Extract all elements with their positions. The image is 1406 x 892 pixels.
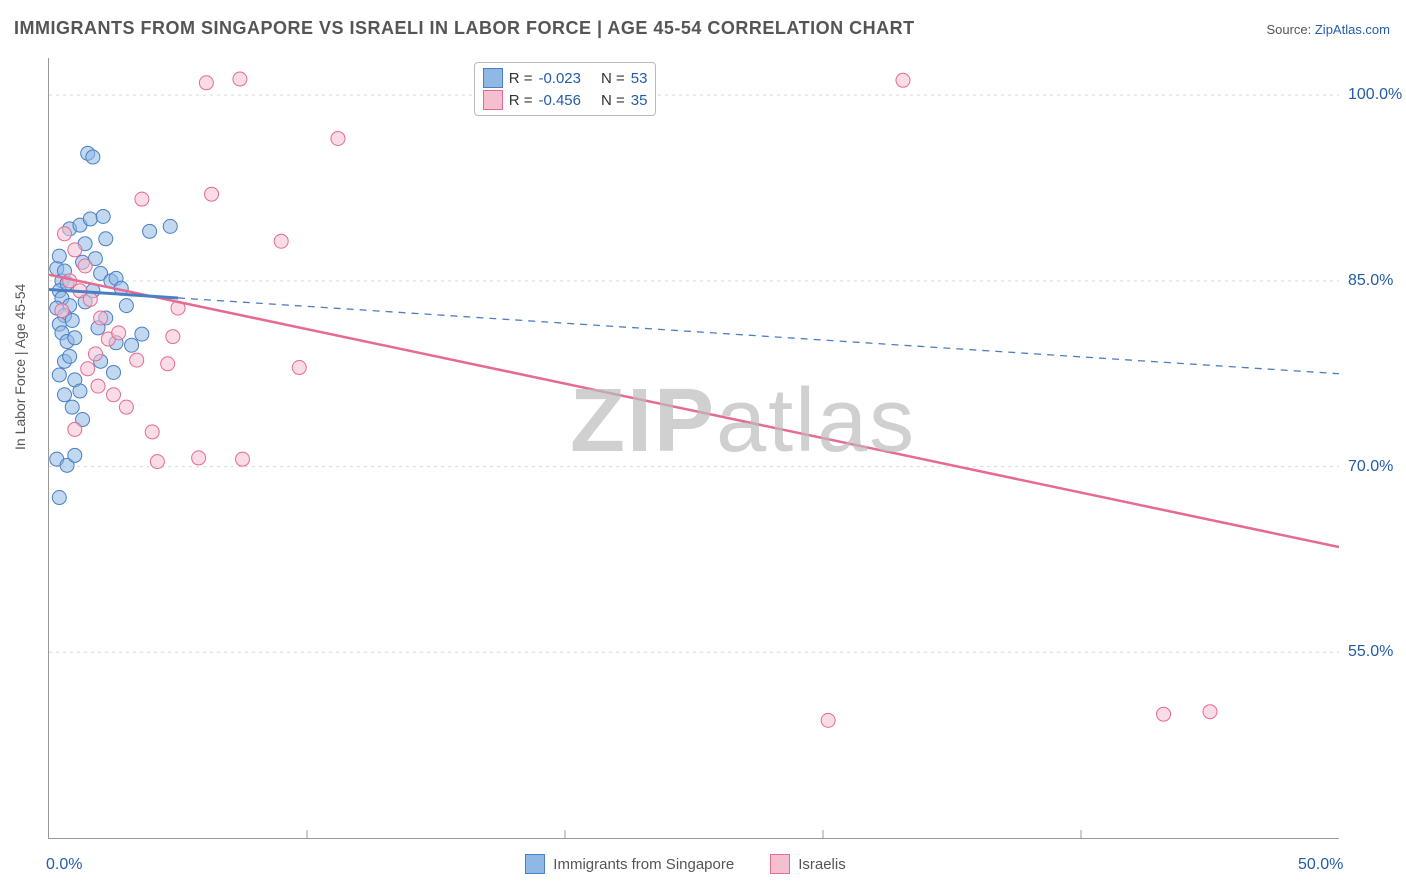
y-tick-label: 85.0% [1348, 272, 1406, 290]
legend-R-label: R = [509, 92, 533, 109]
source-attribution: Source: ZipAtlas.com [1266, 22, 1390, 37]
chart-title: IMMIGRANTS FROM SINGAPORE VS ISRAELI IN … [14, 18, 915, 39]
x-tick-label: 50.0% [1298, 856, 1343, 874]
legend-R-label: R = [509, 70, 533, 87]
legend-N-value: 35 [631, 92, 648, 109]
y-axis-label: In Labor Force | Age 45-54 [12, 284, 28, 450]
legend-series-label: Israelis [798, 856, 846, 873]
y-tick-label: 100.0% [1348, 86, 1406, 104]
source-link[interactable]: ZipAtlas.com [1315, 22, 1390, 37]
legend-swatch [483, 90, 503, 110]
legend-N-label: N = [601, 92, 625, 109]
legend-swatch [770, 854, 790, 874]
source-prefix: Source: [1266, 22, 1314, 37]
y-tick-label: 55.0% [1348, 643, 1406, 661]
legend-swatch [525, 854, 545, 874]
legend-R-value: -0.456 [538, 92, 581, 109]
legend-swatch [483, 68, 503, 88]
legend-series-label: Immigrants from Singapore [553, 856, 734, 873]
legend-N-value: 53 [631, 70, 648, 87]
series-legend: Immigrants from Singapore Israelis [525, 854, 873, 874]
y-tick-label: 70.0% [1348, 458, 1406, 476]
correlation-legend: R = -0.023 N = 53 R = -0.456 N = 35 [474, 62, 657, 116]
legend-N-label: N = [601, 70, 625, 87]
x-tick-label: 0.0% [46, 856, 82, 874]
legend-row: R = -0.456 N = 35 [481, 89, 650, 111]
scatter-plot [48, 58, 1339, 839]
legend-row: R = -0.023 N = 53 [481, 67, 650, 89]
legend-R-value: -0.023 [538, 70, 581, 87]
